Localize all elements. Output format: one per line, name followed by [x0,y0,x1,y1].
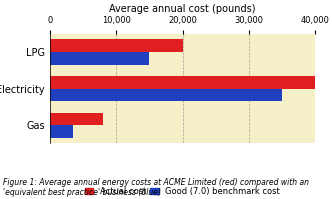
Bar [50,76,322,89]
Legend: Actual cost, Good (7.0) benchmark cost: Actual cost, Good (7.0) benchmark cost [82,184,284,199]
Bar [50,39,183,52]
Text: Figure 1: Average annual energy costs at ACME Limited (red) compared with an
'eq: Figure 1: Average annual energy costs at… [3,178,309,197]
Bar [50,125,73,138]
X-axis label: Average annual cost (pounds): Average annual cost (pounds) [109,4,256,14]
Bar [50,89,282,101]
Bar [50,52,149,65]
Bar [50,112,103,125]
